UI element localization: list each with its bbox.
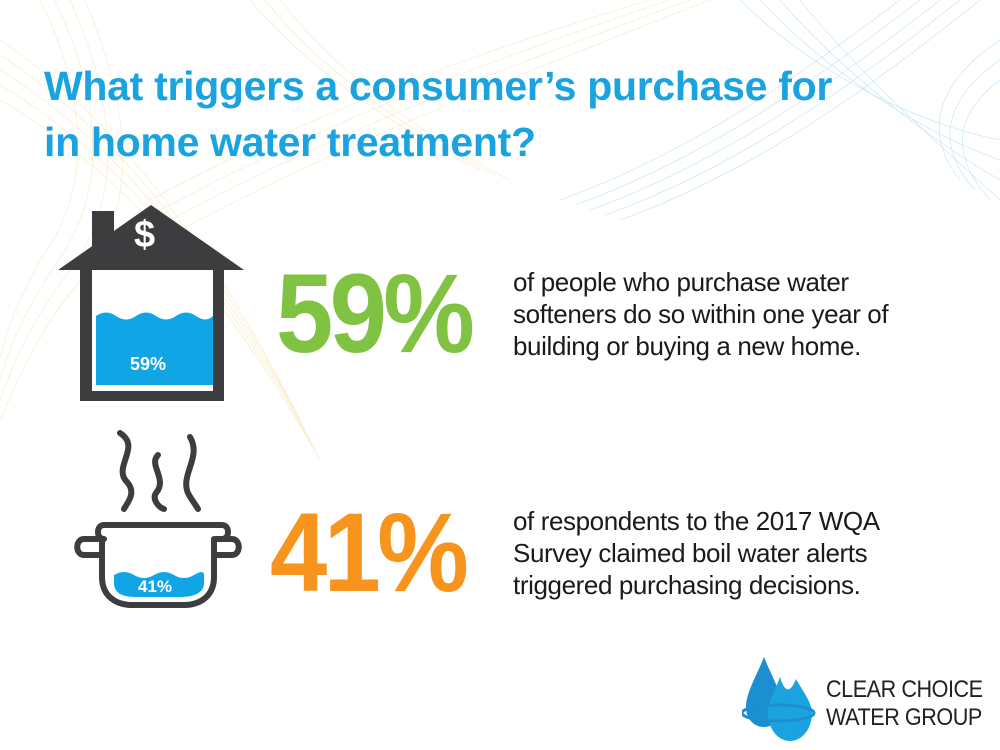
boiling-pot-icon: 41% — [72, 427, 244, 613]
stat-2-line-3: triggered purchasing decisions. — [513, 570, 861, 600]
stat-2-line-1: of respondents to the 2017 WQA — [513, 506, 880, 536]
stat-description-2: of respondents to the 2017 WQA Survey cl… — [513, 505, 983, 601]
logo-line-2: WATER GROUP — [826, 704, 982, 731]
house-water-label: 59% — [130, 354, 167, 374]
stat-1-line-1: of people who purchase water — [513, 267, 849, 297]
stat-2-line-2: Survey claimed boil water alerts — [513, 538, 868, 568]
stat-description-1: of people who purchase water softeners d… — [513, 266, 973, 362]
company-logo-text: CLEAR CHOICE WATER GROUP — [826, 676, 983, 732]
page-title: What triggers a consumer’s purchase for … — [44, 58, 984, 170]
stat-value-41: 41% — [270, 490, 469, 615]
stat-value-59: 59% — [276, 251, 475, 376]
stat-1-line-2: softeners do so within one year of — [513, 299, 889, 329]
title-line-2: in home water treatment? — [44, 119, 536, 165]
pot-water-label: 41% — [138, 577, 173, 596]
water-drop-logo-icon — [742, 657, 816, 741]
logo-line-1: CLEAR CHOICE — [826, 676, 983, 703]
stat-1-line-3: building or buying a new home. — [513, 331, 861, 361]
trademark-mark: TM — [792, 728, 803, 735]
dollar-sign-icon: $ — [134, 214, 156, 256]
house-water-icon: $ 59% — [58, 203, 244, 403]
title-line-1: What triggers a consumer’s purchase for — [44, 63, 833, 109]
